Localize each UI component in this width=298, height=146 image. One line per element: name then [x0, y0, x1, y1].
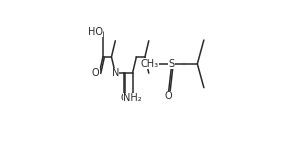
- Text: CH₃: CH₃: [141, 59, 159, 69]
- Text: NH₂: NH₂: [123, 93, 142, 104]
- Text: O: O: [164, 91, 172, 101]
- Text: O: O: [92, 68, 99, 78]
- Text: HO: HO: [88, 27, 103, 37]
- Text: O: O: [120, 93, 128, 104]
- Text: N: N: [112, 68, 119, 78]
- Text: S: S: [169, 59, 175, 69]
